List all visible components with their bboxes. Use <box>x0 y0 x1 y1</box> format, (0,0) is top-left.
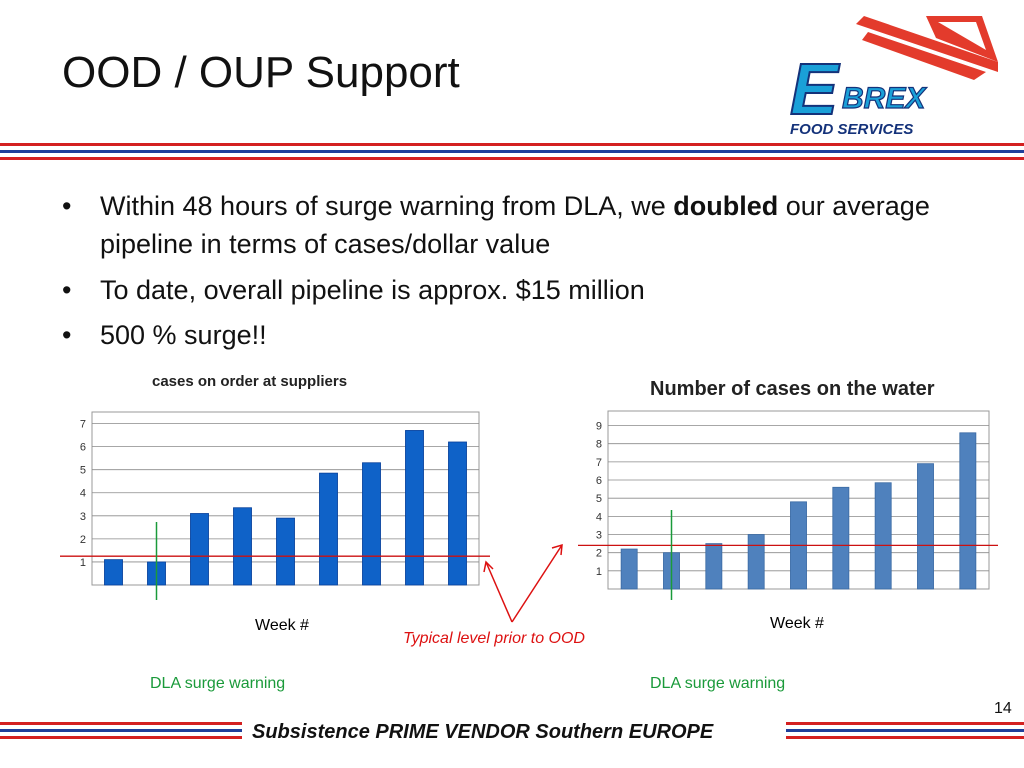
bullet-dot-icon: • <box>62 274 72 305</box>
bar <box>190 513 209 586</box>
bar <box>276 517 295 586</box>
y-tick-label: 8 <box>596 439 602 451</box>
bullet-item: • To date, overall pipeline is approx. $… <box>62 272 982 310</box>
y-tick-label: 4 <box>80 488 86 500</box>
y-tick-label: 2 <box>80 534 86 546</box>
footer-stripe-right-red-2 <box>786 736 1024 739</box>
bullet-item: • 500 % surge!! <box>62 317 982 355</box>
footer-stripe-right-blue <box>786 729 1024 732</box>
typical-arrow-right <box>511 544 563 623</box>
dla-label-right: DLA surge warning <box>650 675 786 692</box>
bar <box>233 507 252 586</box>
slide-title: OOD / OUP Support <box>62 48 460 97</box>
arrowhead-left-icon <box>483 560 494 573</box>
bar <box>448 441 467 586</box>
y-tick-label: 4 <box>596 511 602 523</box>
bar <box>405 430 424 586</box>
footer-text: Subsistence PRIME VENDOR Southern EUROPE <box>252 721 714 743</box>
bar <box>104 559 123 586</box>
logo-letter: E <box>790 50 840 130</box>
page-number: 14 <box>994 700 1012 717</box>
bar <box>832 486 850 590</box>
y-tick-label: 1 <box>596 566 602 578</box>
y-tick-label: 7 <box>80 419 86 431</box>
bar <box>705 543 723 590</box>
week-label-left: Week # <box>255 617 309 634</box>
y-tick-label: 6 <box>596 475 602 487</box>
y-tick-label: 6 <box>80 442 86 454</box>
y-tick-label: 1 <box>80 557 86 569</box>
header-stripe-red <box>0 143 1024 146</box>
chart-title-left: cases on order at suppliers <box>152 373 348 390</box>
dla-label-left: DLA surge warning <box>150 675 286 692</box>
bar <box>620 548 638 590</box>
y-tick-label: 3 <box>80 511 86 523</box>
logo-wordmark: BREX <box>842 82 927 115</box>
bar <box>874 482 892 590</box>
bar <box>747 534 765 590</box>
footer-stripe-left-red <box>0 722 242 725</box>
week-label-right: Week # <box>770 615 824 632</box>
y-tick-label: 3 <box>596 530 602 542</box>
header-stripe-red-2 <box>0 157 1024 160</box>
bar <box>917 463 934 590</box>
ebrex-logo: E BREX FOOD SERVICES <box>789 16 998 138</box>
footer-stripe-left-blue <box>0 729 242 732</box>
typical-level-label: Typical level prior to OOD <box>403 630 585 647</box>
chart-title-right: Number of cases on the water <box>650 378 935 400</box>
bullet-item: • Within 48 hours of surge warning from … <box>62 188 982 264</box>
bullet-dot-icon: • <box>62 320 72 351</box>
chart-left: 1 2 3 4 5 6 7 <box>60 411 490 600</box>
bar <box>362 462 381 586</box>
bar <box>959 432 977 590</box>
header-stripe-blue <box>0 150 1024 153</box>
footer-stripe-left-red-2 <box>0 736 242 739</box>
chart-right: 1 2 3 4 5 6 7 8 9 <box>578 410 998 600</box>
arrowhead-right-icon <box>551 543 563 556</box>
bullet-dot-icon: • <box>62 191 72 221</box>
typical-arrow-left <box>485 561 513 623</box>
y-tick-label: 2 <box>596 548 602 560</box>
bar <box>319 472 338 586</box>
bullet-list: • Within 48 hours of surge warning from … <box>62 188 982 363</box>
y-tick-label: 7 <box>596 457 602 469</box>
y-tick-label: 5 <box>596 493 602 505</box>
y-tick-label: 5 <box>80 465 86 477</box>
y-tick-label: 9 <box>596 421 602 433</box>
footer-stripe-right-red <box>786 722 1024 725</box>
logo-subtitle: FOOD SERVICES <box>790 121 913 138</box>
